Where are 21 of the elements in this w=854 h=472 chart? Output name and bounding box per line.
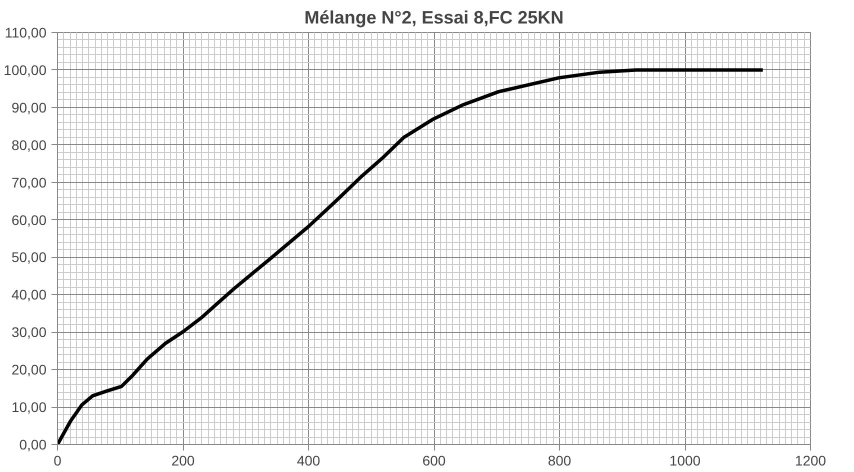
x-tick-label: 1000 [669,452,701,468]
y-tick-label: 10,00 [11,399,47,416]
y-tick-label: 100,00 [4,62,47,78]
x-tick-label: 400 [296,452,320,468]
y-tick-label: 110,00 [4,24,47,40]
y-tick-label: 80,00 [11,136,47,153]
line-series [58,68,765,444]
y-tick-label: 90,00 [11,99,47,116]
x-tick-label: 0 [54,452,62,468]
y-tick-label: 60,00 [11,212,47,228]
y-tick-label: 40,00 [11,286,47,303]
y-tick-label: 30,00 [11,324,47,340]
x-tick-label: 800 [548,452,572,468]
x-tick-label: 200 [171,452,195,468]
y-tick-label: 70,00 [11,174,47,190]
chart-title: Mélange N°2, Essai 8,FC 25KN [304,8,564,28]
y-tick-label: 50,00 [11,249,47,266]
y-tick-label: 20,00 [11,362,47,378]
x-tick-label: 1200 [794,452,826,468]
y-tick-label: 0,00 [19,436,47,452]
x-tick-label: 600 [422,452,446,468]
